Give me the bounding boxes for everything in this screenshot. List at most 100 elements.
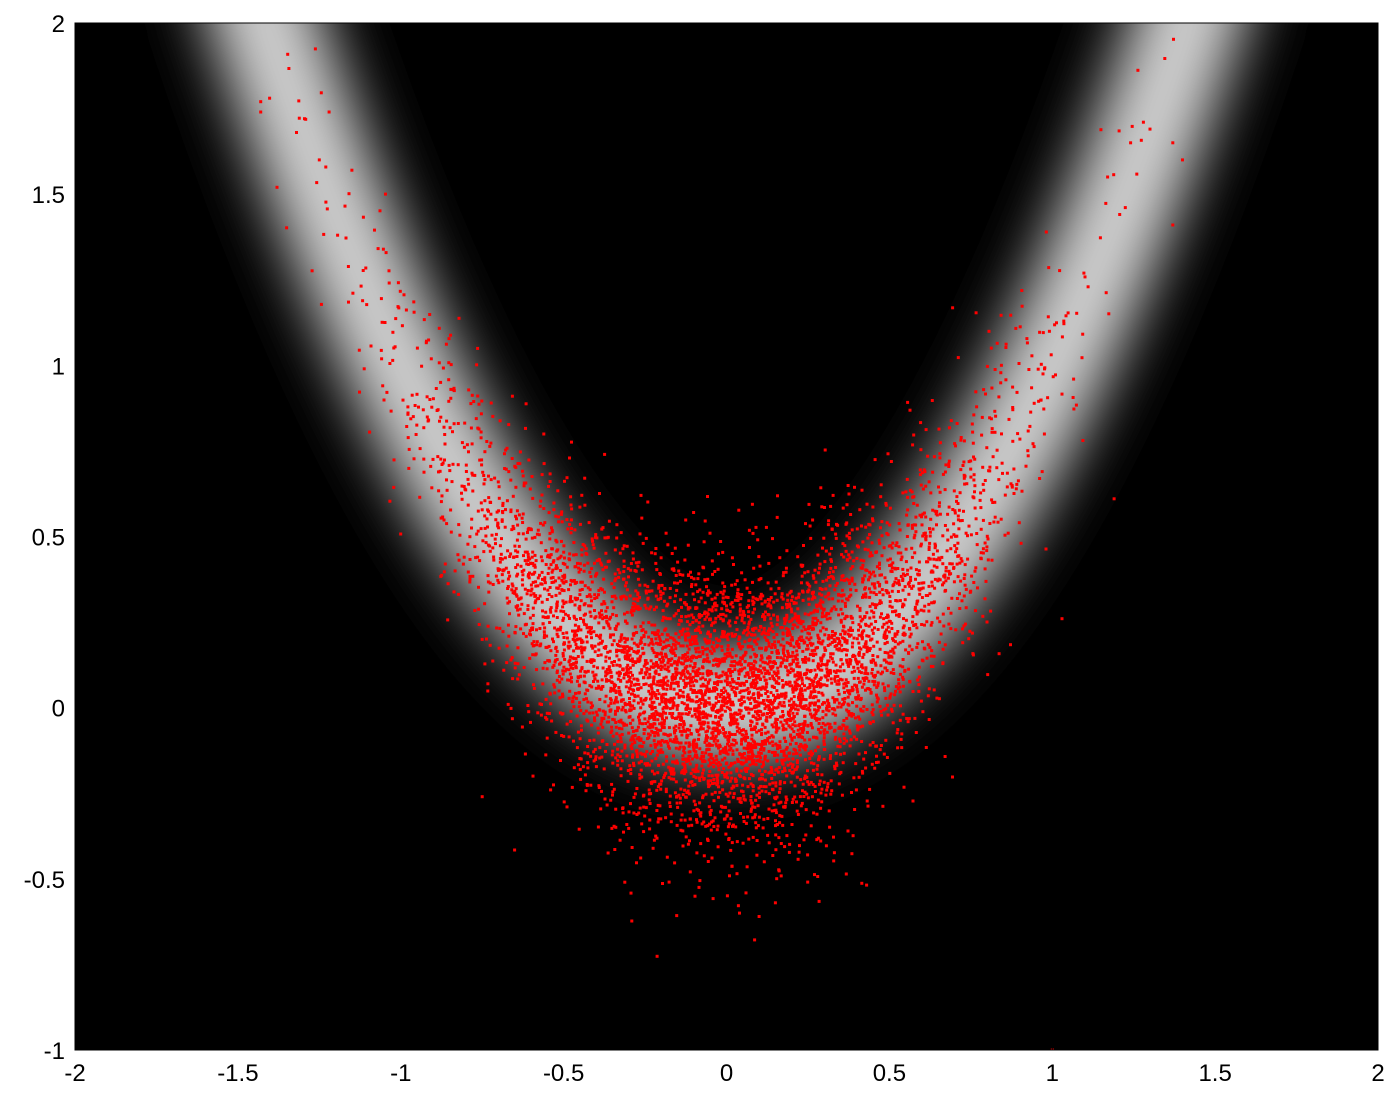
- scatter-point: [599, 687, 603, 691]
- scatter-point: [947, 622, 951, 626]
- scatter-point: [641, 621, 645, 625]
- scatter-point: [917, 560, 921, 564]
- scatter-point: [885, 640, 889, 644]
- scatter-point: [842, 686, 846, 690]
- scatter-point: [623, 640, 627, 644]
- scatter-point: [745, 688, 749, 692]
- scatter-point: [743, 756, 747, 760]
- scatter-point: [909, 579, 913, 582]
- scatter-point: [647, 684, 651, 688]
- scatter-point: [731, 749, 735, 753]
- scatter-point: [633, 792, 637, 796]
- scatter-point: [622, 565, 626, 568]
- scatter-point: [541, 609, 544, 613]
- scatter-point: [886, 558, 890, 562]
- scatter-point: [698, 613, 701, 616]
- scatter-point: [565, 476, 569, 480]
- scatter-point: [802, 707, 806, 710]
- scatter-point: [752, 601, 756, 605]
- scatter-point: [784, 740, 788, 743]
- scatter-point: [782, 751, 786, 755]
- scatter-point: [655, 655, 659, 658]
- scatter-point: [755, 742, 759, 746]
- scatter-point: [466, 570, 470, 574]
- scatter-point: [735, 872, 739, 876]
- scatter-point: [1053, 323, 1057, 327]
- scatter-point: [726, 638, 730, 642]
- scatter-point: [880, 612, 883, 616]
- scatter-point: [853, 669, 857, 673]
- scatter-point: [496, 567, 500, 571]
- scatter-point: [648, 802, 652, 805]
- scatter-point: [775, 758, 779, 762]
- scatter-point: [920, 515, 923, 519]
- scatter-point: [1039, 362, 1043, 366]
- scatter-point: [898, 672, 902, 676]
- scatter-point: [608, 626, 612, 630]
- scatter-point: [751, 599, 755, 603]
- scatter-point: [536, 711, 540, 715]
- scatter-point: [530, 475, 534, 478]
- scatter-point: [893, 693, 897, 697]
- scatter-point: [807, 706, 811, 710]
- scatter-point: [856, 604, 859, 608]
- scatter-point: [498, 557, 502, 560]
- scatter-point: [533, 653, 537, 657]
- scatter-point: [695, 642, 699, 646]
- scatter-point: [955, 422, 959, 425]
- scatter-point: [949, 611, 953, 615]
- scatter-point: [557, 675, 561, 678]
- scatter-point: [711, 703, 715, 707]
- scatter-point: [487, 474, 490, 478]
- scatter-point: [628, 703, 632, 707]
- scatter-point: [649, 683, 653, 687]
- scatter-point: [988, 522, 992, 525]
- scatter-point: [655, 809, 659, 812]
- scatter-point: [893, 580, 897, 584]
- scatter-point: [497, 485, 501, 489]
- scatter-point: [804, 808, 808, 812]
- scatter-point: [801, 563, 805, 567]
- scatter-point: [1011, 439, 1015, 443]
- scatter-point: [896, 630, 900, 633]
- scatter-point: [972, 581, 976, 584]
- scatter-point: [941, 562, 945, 566]
- scatter-point: [574, 565, 578, 569]
- scatter-point: [935, 558, 939, 562]
- scatter-point: [440, 494, 444, 498]
- scatter-point: [847, 595, 851, 599]
- scatter-point: [752, 681, 756, 685]
- scatter-point: [765, 690, 769, 693]
- scatter-point: [1047, 329, 1051, 333]
- scatter-point: [701, 694, 705, 698]
- scatter-point: [855, 662, 859, 666]
- scatter-point: [445, 419, 449, 423]
- scatter-point: [869, 622, 873, 626]
- scatter-point: [750, 744, 754, 747]
- scatter-point: [677, 569, 681, 573]
- scatter-point: [840, 636, 844, 640]
- scatter-point: [574, 598, 578, 602]
- scatter-point: [572, 766, 576, 770]
- scatter-point: [592, 659, 596, 663]
- scatter-point: [981, 614, 985, 618]
- scatter-point: [654, 547, 658, 550]
- scatter-point: [767, 632, 771, 636]
- scatter-point: [672, 696, 676, 700]
- scatter-point: [659, 556, 663, 560]
- scatter-point: [672, 738, 676, 742]
- scatter-point: [786, 652, 790, 656]
- scatter-point: [1010, 484, 1014, 487]
- scatter-point: [400, 324, 404, 328]
- scatter-point: [381, 384, 385, 388]
- scatter-point: [616, 677, 620, 681]
- scatter-point: [476, 529, 480, 533]
- scatter-point: [610, 674, 614, 678]
- scatter-point: [804, 704, 808, 708]
- scatter-point: [673, 581, 676, 585]
- scatter-point: [651, 642, 655, 646]
- scatter-point: [871, 505, 875, 509]
- scatter-point: [857, 641, 861, 645]
- scatter-point: [764, 525, 768, 529]
